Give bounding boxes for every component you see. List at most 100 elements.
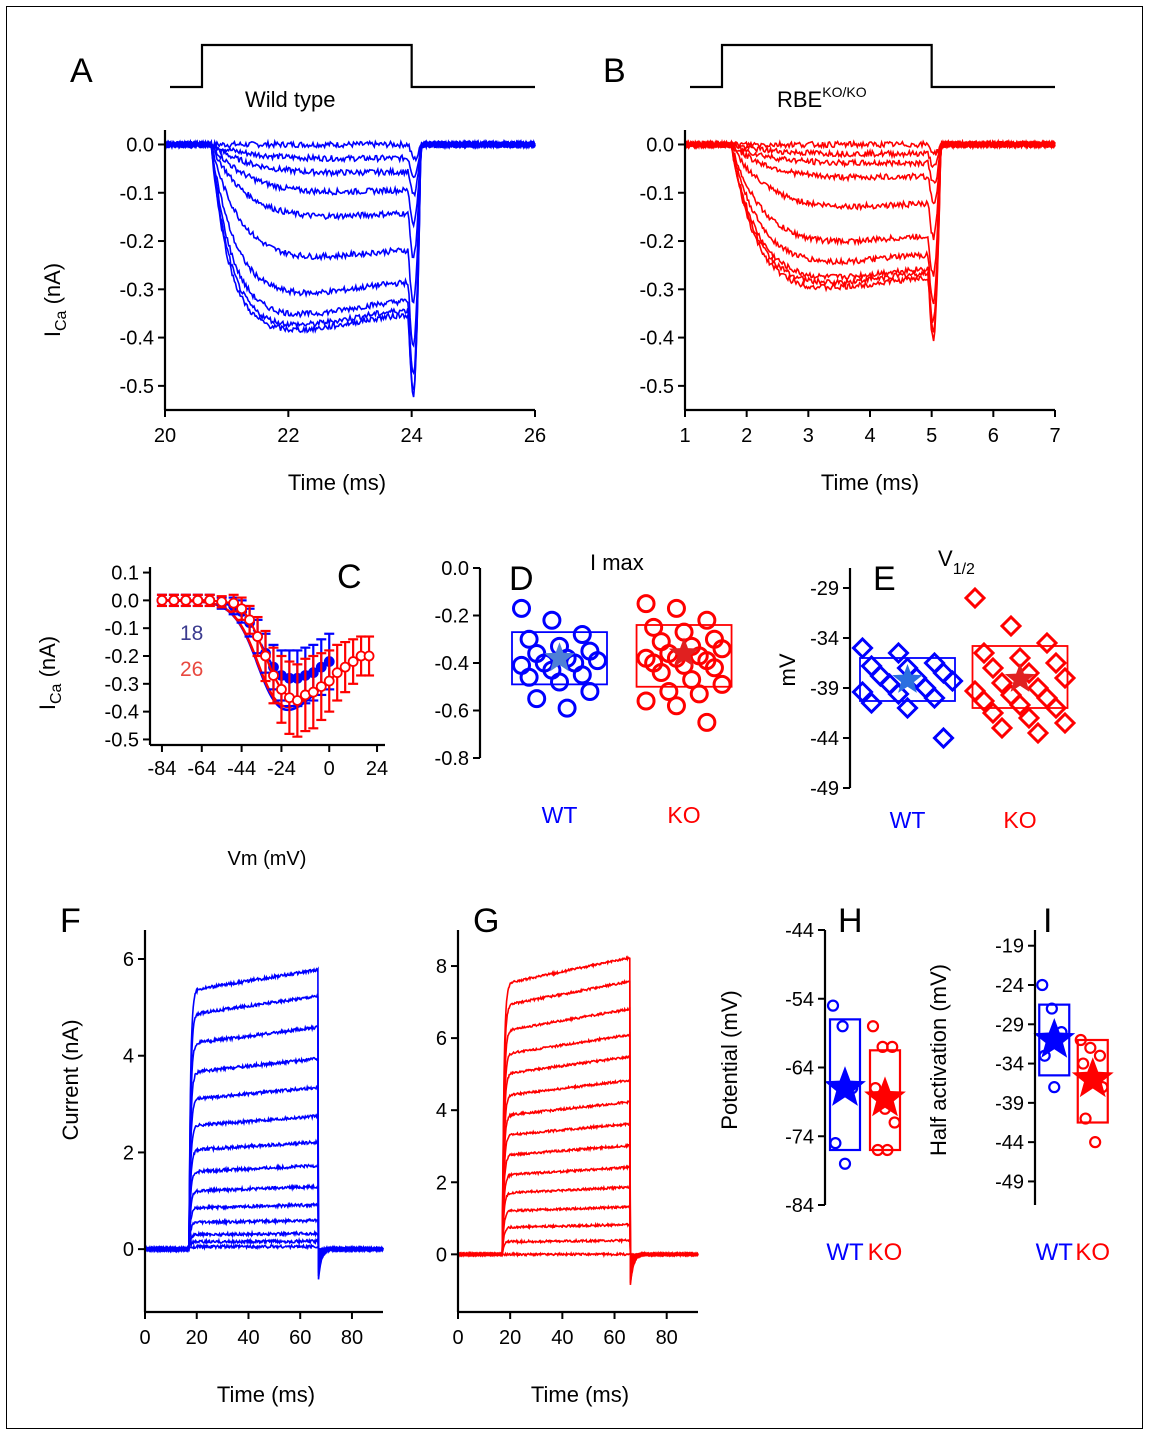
x-tick-label: 3 — [803, 425, 814, 447]
y-tick-label: -0.5 — [120, 376, 154, 398]
x-tick-label: 2 — [741, 425, 752, 447]
knockout-point — [168, 594, 180, 606]
x-tick-label: 7 — [1049, 425, 1060, 447]
wild-type-group-label: WT — [1036, 1239, 1074, 1266]
axes-b: 0.0 -0.1 -0.2 -0.3 -0.4 -0.5 1 2 3 4 5 6 7 — [640, 130, 1061, 447]
knockout-point — [204, 594, 216, 606]
x-tick-label: 6 — [988, 425, 999, 447]
y-tick-label: -0.4 — [105, 702, 139, 724]
y-tick-label: 6 — [123, 949, 134, 971]
knockout-point — [291, 695, 303, 706]
panel-title-e: V1/2 — [938, 546, 975, 578]
panel-letter-i: I — [1043, 902, 1052, 940]
y-tick-label: -44 — [785, 920, 814, 942]
wild-type-mean-star — [892, 664, 923, 693]
knockout-group-label: KO — [1003, 807, 1036, 833]
knockout-point — [323, 675, 335, 687]
wild-type-group-label: WT — [890, 807, 926, 833]
x-tick-label: 20 — [154, 425, 176, 447]
knockout-point — [636, 691, 656, 711]
current-trace — [457, 1121, 699, 1268]
y-tick-label: 8 — [436, 956, 447, 978]
knockout-point — [1093, 1049, 1107, 1062]
wild-type-point — [557, 698, 577, 718]
y-tick-label: -34 — [810, 628, 839, 650]
y-tick-label: 4 — [123, 1046, 134, 1068]
y-tick-label: -0.2 — [435, 606, 469, 628]
wild-type-point — [1048, 1081, 1061, 1094]
x-tick-label: 80 — [341, 1327, 363, 1349]
wild-type-point — [829, 1137, 842, 1150]
x-tick-label: 0 — [324, 758, 335, 780]
current-trace — [684, 138, 1056, 342]
x-tick-label: -84 — [147, 758, 176, 780]
current-trace — [144, 1056, 384, 1270]
y-tick-label: -24 — [995, 975, 1024, 997]
y-tick-label: -29 — [810, 578, 839, 600]
x-tick-label: 0 — [139, 1327, 150, 1349]
panel-h: H Potential (mV) WT KO -44 -54 -64 -74 -84 — [717, 902, 906, 1266]
panel-letter-h: H — [838, 902, 863, 940]
wild-type-point — [572, 665, 592, 685]
knockout-mean-star — [1071, 1057, 1114, 1098]
x-tick-label: 26 — [524, 425, 546, 447]
y-tick-label: -0.4 — [435, 653, 469, 675]
x-tick-label: 60 — [603, 1327, 625, 1349]
y-axis-label-h: Potential (mV) — [717, 990, 742, 1129]
wild-type-point — [588, 651, 607, 671]
knockout-point — [1026, 721, 1050, 745]
wild-type-point — [838, 1157, 852, 1170]
y-tick-label: -74 — [785, 1126, 814, 1148]
knockout-point — [886, 1040, 899, 1053]
y-tick-label: -0.1 — [105, 618, 139, 640]
y-tick-label: 2 — [123, 1142, 134, 1164]
y-tick-label: -0.3 — [640, 279, 674, 301]
current-traces-knockout — [684, 138, 1056, 342]
knockout-point — [347, 656, 359, 667]
panel-title-d: I max — [590, 550, 644, 575]
knockout-point — [981, 701, 1005, 725]
current-trace — [457, 979, 699, 1283]
wild-type-point — [519, 629, 539, 649]
n-label-wild-type: 18 — [180, 622, 203, 645]
y-tick-label: 6 — [436, 1028, 447, 1050]
panel-i: I Half activation (mV) WT KO -19 -24 -29 -34… — [926, 902, 1114, 1266]
y-tick-label: -0.8 — [435, 748, 469, 770]
current-trace — [144, 966, 384, 1280]
knockout-point — [1044, 651, 1068, 675]
knockout-point — [697, 610, 717, 630]
knockout-group-label: KO — [667, 802, 700, 828]
n-label-knockout: 26 — [180, 658, 203, 681]
wild-type-point — [887, 682, 910, 706]
y-tick-label: -0.5 — [105, 729, 139, 751]
y-tick-label: -39 — [995, 1093, 1024, 1115]
x-tick-label: 60 — [289, 1327, 311, 1349]
knockout-point — [644, 617, 664, 637]
y-tick-label: -0.3 — [120, 279, 154, 301]
axes-d: 0.0 -0.2 -0.4 -0.6 -0.8 — [435, 558, 482, 770]
knockout-point — [1017, 706, 1041, 730]
panel-d: D I max WT KO 0.0 -0.2 -0.4 -0.6 -0.8 — [435, 550, 733, 828]
knockout-point — [636, 594, 656, 614]
x-tick-label: -44 — [227, 758, 256, 780]
knockout-point — [1035, 631, 1059, 655]
x-tick-label: 24 — [366, 758, 388, 780]
wild-type-point — [580, 682, 600, 701]
wild-type-point — [572, 625, 592, 644]
wild-type-point — [887, 641, 910, 665]
x-tick-label: 1 — [679, 425, 690, 447]
y-tick-label: -0.1 — [120, 183, 154, 205]
knockout-point — [866, 1020, 880, 1033]
protocol-label-wild-type: Wild type — [245, 87, 335, 112]
knockout-point — [1074, 1033, 1087, 1047]
panel-c: C 0.1 0.0 -0.1 -0.2 -0.3 -0.4 -0.5 -84 -64 -44 -24… — [35, 558, 388, 870]
panel-letter-a: A — [70, 52, 93, 90]
y-axis-label-c: ICa (nA) — [35, 636, 65, 710]
panel-letter-d: D — [509, 560, 534, 598]
x-axis-label-c: Vm (mV) — [228, 848, 307, 870]
x-axis-label-f: Time (ms) — [217, 1382, 315, 1407]
